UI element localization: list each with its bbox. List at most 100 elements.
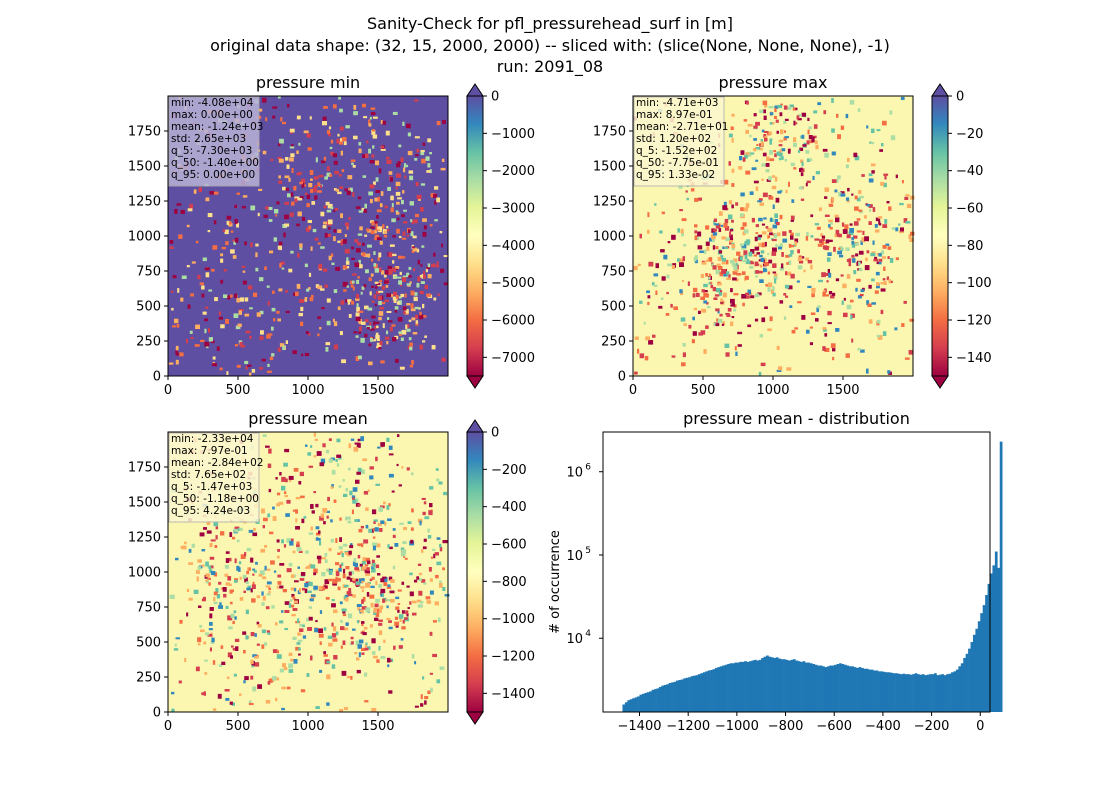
heatmap-cell xyxy=(209,622,213,626)
colorbar-gradient xyxy=(466,431,484,713)
histogram-bar xyxy=(982,605,986,712)
heatmap-cell xyxy=(874,290,879,294)
histogram-bar xyxy=(668,682,672,712)
heatmap-cell xyxy=(304,192,308,195)
heatmap-cell xyxy=(246,587,251,591)
heatmap-cell xyxy=(399,296,402,299)
heatmap-cell xyxy=(694,197,699,202)
heatmap-cell xyxy=(778,157,782,161)
heatmap-cell xyxy=(755,186,759,191)
heatmap-cell xyxy=(365,567,370,571)
heatmap-cell xyxy=(729,231,732,237)
heatmap-cell xyxy=(175,359,179,365)
heatmap-cell xyxy=(276,677,280,681)
heatmap-cell xyxy=(320,185,323,188)
heatmap-cell xyxy=(681,362,686,367)
heatmap-cell xyxy=(340,550,343,554)
heatmap-cell xyxy=(373,229,377,234)
heatmap-cell xyxy=(314,627,318,633)
heatmap-cell xyxy=(763,268,768,272)
heatmap-cell xyxy=(397,609,400,613)
heatmap-cell xyxy=(213,191,219,195)
heatmap-cell xyxy=(220,324,225,329)
histogram-bar xyxy=(749,661,752,712)
heatmap-cell xyxy=(298,312,303,317)
colorbar-tick-label: −80 xyxy=(956,239,983,254)
heatmap-cell xyxy=(378,290,384,293)
histogram-bar xyxy=(916,674,920,712)
heatmap-cell xyxy=(225,241,229,246)
heatmap-cell xyxy=(360,631,364,634)
heatmap-cell xyxy=(188,597,193,601)
heatmap-cell xyxy=(414,661,417,665)
histogram-bar xyxy=(766,655,769,712)
heatmap-cell xyxy=(432,548,436,551)
heatmap-cell xyxy=(385,130,390,136)
heatmap-cell xyxy=(409,601,412,605)
heatmap-cell xyxy=(724,218,729,224)
heatmap-cell xyxy=(858,209,863,212)
colorbar-tick-label: −1000 xyxy=(491,612,535,627)
heatmap-cell xyxy=(421,549,424,553)
heatmap-cell xyxy=(681,232,684,237)
heatmap-cell xyxy=(355,206,361,209)
heatmap-cell xyxy=(404,293,407,298)
stats-line: max: 7.97e-01 xyxy=(171,445,248,457)
heatmap-cell xyxy=(410,219,413,223)
heatmap-cell xyxy=(317,285,323,290)
heatmap-cell xyxy=(331,262,335,265)
heatmap-cell xyxy=(384,577,388,582)
heatmap-cell xyxy=(341,608,347,612)
heatmap-cell xyxy=(360,436,364,442)
heatmap-cell xyxy=(814,140,818,145)
heatmap-cell xyxy=(318,633,324,638)
heatmap-cell xyxy=(310,526,313,531)
heatmap-cell xyxy=(637,348,640,354)
histogram-bar xyxy=(802,661,806,712)
heatmap-cell xyxy=(372,655,378,659)
heatmap-cell xyxy=(376,345,379,349)
heatmap-cell xyxy=(316,532,321,536)
heatmap-cell xyxy=(350,284,354,288)
heatmap-cell xyxy=(340,645,343,649)
stats-line: min: -2.33e+04 xyxy=(171,433,254,445)
heatmap-cell xyxy=(774,278,777,284)
heatmap-cell xyxy=(342,573,346,579)
heatmap-cell xyxy=(345,487,349,492)
heatmap-cell xyxy=(753,113,757,117)
heatmap-cell xyxy=(228,557,232,562)
heatmap-cell xyxy=(225,582,230,586)
heatmap-cell xyxy=(201,692,206,696)
heatmap-cell xyxy=(742,302,745,307)
heatmap-cell xyxy=(355,335,359,338)
heatmap-cell xyxy=(701,261,707,265)
heatmap-cell xyxy=(698,332,703,336)
heatmap-cell xyxy=(815,171,820,175)
heatmap-cell xyxy=(422,218,427,222)
heatmap-cell xyxy=(366,592,370,597)
heatmap-cell xyxy=(291,594,295,598)
heatmap-cell xyxy=(292,608,298,611)
heatmap-cell xyxy=(825,273,829,276)
heatmap-cell xyxy=(249,335,252,339)
heatmap-cell xyxy=(384,280,389,283)
heatmap-cell xyxy=(739,256,743,261)
heatmap-cell xyxy=(824,187,830,192)
heatmap-cell xyxy=(310,504,314,509)
histogram-bar xyxy=(958,666,962,712)
heatmap-cell xyxy=(290,250,294,254)
heatmap-cell xyxy=(276,654,282,659)
histogram-bar xyxy=(678,680,682,712)
heatmap-cell xyxy=(800,198,805,201)
heatmap-cell xyxy=(355,312,360,317)
histogram-bar xyxy=(756,660,760,712)
figure-title-line-1: Sanity-Check for pfl_pressurehead_surf i… xyxy=(367,14,733,34)
heatmap-cell xyxy=(418,314,424,320)
heatmap-cell xyxy=(900,227,904,232)
heatmap-cell xyxy=(868,204,873,208)
heatmap-cell xyxy=(304,297,308,301)
heatmap-cell xyxy=(294,580,299,583)
heatmap-cell xyxy=(373,263,377,267)
heatmap-cell xyxy=(311,201,315,205)
